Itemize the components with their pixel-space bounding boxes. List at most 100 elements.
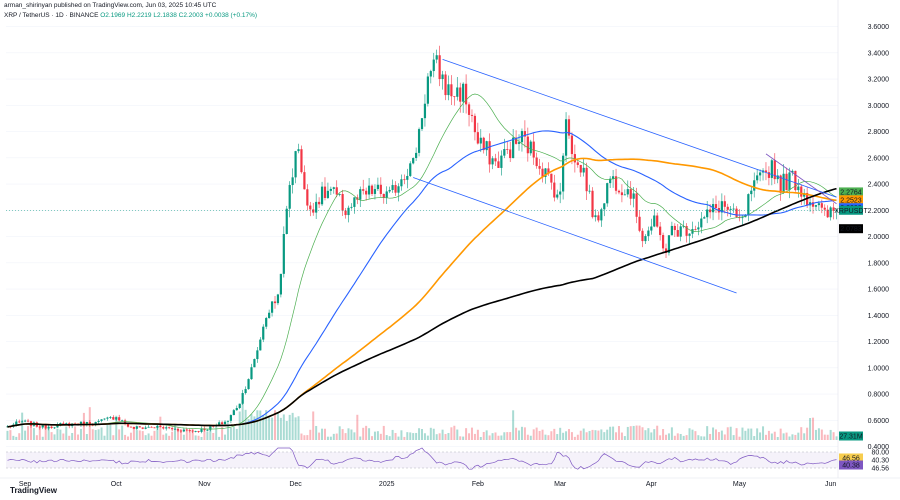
volume-bar xyxy=(465,428,468,440)
candle-body xyxy=(91,424,94,426)
candle-body xyxy=(564,119,568,156)
x-tick-label: 2025 xyxy=(379,481,395,488)
candle-body xyxy=(403,179,406,181)
rsi-band xyxy=(6,452,838,468)
volume-bar xyxy=(153,430,156,440)
volume-bar xyxy=(203,430,206,440)
candle-body xyxy=(220,422,224,425)
volume-bar xyxy=(432,428,435,440)
volume-bar xyxy=(335,433,338,440)
candle-body xyxy=(65,423,68,424)
volume-bar xyxy=(382,425,385,440)
volume-bar xyxy=(629,426,632,440)
candle-body xyxy=(829,207,832,218)
volume-bar xyxy=(12,435,15,440)
candle-body xyxy=(512,137,515,159)
volume-bar xyxy=(215,425,218,440)
candle-body xyxy=(47,426,50,429)
volume-bar xyxy=(676,433,679,440)
volume-bar xyxy=(315,425,318,440)
volume-bar xyxy=(635,425,638,440)
volume-bar xyxy=(179,429,182,440)
volume-bar xyxy=(115,415,118,440)
candle-body xyxy=(385,191,388,198)
candle-body xyxy=(26,420,30,422)
y-tick-label: 2.8000 xyxy=(868,129,890,136)
volume-bar xyxy=(356,414,359,440)
candle-body xyxy=(171,428,174,430)
volume-bar xyxy=(488,435,491,440)
ma-20-line xyxy=(7,93,837,430)
volume-bar xyxy=(462,436,465,440)
candle-body xyxy=(232,410,235,416)
candle-body xyxy=(438,55,441,80)
volume-bar xyxy=(500,435,503,440)
volume-bar xyxy=(300,433,303,440)
candle-body xyxy=(470,114,474,116)
candle-body xyxy=(532,141,535,158)
candle-body xyxy=(218,422,221,426)
volume-bar xyxy=(812,417,815,440)
volume-bar xyxy=(697,435,700,440)
volume-bar xyxy=(717,432,720,440)
volume-bar xyxy=(265,410,268,440)
volume-bar xyxy=(606,429,609,440)
y-tick-label: 3.0000 xyxy=(868,103,890,110)
volume-bar xyxy=(479,436,482,440)
volume-bar xyxy=(47,428,50,440)
volume-bar xyxy=(797,432,800,440)
volume-bar xyxy=(820,429,823,440)
volume-bar xyxy=(594,430,597,440)
candle-body xyxy=(482,137,485,151)
volume-bar xyxy=(497,435,500,440)
candle-body xyxy=(494,158,497,162)
candle-body xyxy=(206,429,209,431)
candle-body xyxy=(576,162,579,165)
candle-body xyxy=(456,87,459,97)
volume-bar xyxy=(288,414,291,440)
candle-body xyxy=(309,205,312,210)
volume-bar xyxy=(597,430,600,440)
candle-body xyxy=(614,176,618,191)
volume-bar xyxy=(162,434,165,440)
candle-body xyxy=(44,424,47,429)
volume-bar xyxy=(77,434,80,440)
candle-body xyxy=(241,393,244,404)
volume-bar xyxy=(353,432,356,440)
volume-bar xyxy=(453,425,456,440)
symbol-name[interactable]: XRP / TetherUS · 1D · BINANCE xyxy=(4,12,99,19)
candle-body xyxy=(579,164,582,173)
volume-bar xyxy=(385,435,388,440)
volume-bar xyxy=(506,432,509,440)
candle-body xyxy=(491,158,494,165)
price-tag: XRPUSDT xyxy=(834,208,868,215)
candle-body xyxy=(53,427,56,429)
candle-body xyxy=(182,429,185,432)
candle-body xyxy=(106,417,109,419)
y-tick-label: 2.6000 xyxy=(868,155,890,162)
candle-body xyxy=(270,301,274,313)
volume-bar xyxy=(294,417,297,440)
candle-body xyxy=(297,149,300,152)
volume-bar xyxy=(665,434,668,440)
volume-bar xyxy=(512,410,515,440)
volume-bar xyxy=(371,436,374,440)
volume-bar xyxy=(253,416,256,440)
candle-body xyxy=(126,423,130,427)
candle-body xyxy=(347,207,350,216)
candle-body xyxy=(185,429,188,431)
y-tick-label: 1.0000 xyxy=(868,365,890,372)
candle-body xyxy=(835,210,838,212)
candle-body xyxy=(344,210,347,216)
volume-bar xyxy=(412,433,415,440)
volume-bar xyxy=(547,435,550,440)
volume-bar xyxy=(368,428,371,440)
candle-body xyxy=(323,186,327,198)
ma-100-line xyxy=(7,157,837,428)
candle-body xyxy=(550,173,553,183)
volume-bar xyxy=(103,435,106,440)
candle-body xyxy=(479,137,482,144)
candle-body xyxy=(150,426,153,428)
candle-body xyxy=(503,149,506,156)
